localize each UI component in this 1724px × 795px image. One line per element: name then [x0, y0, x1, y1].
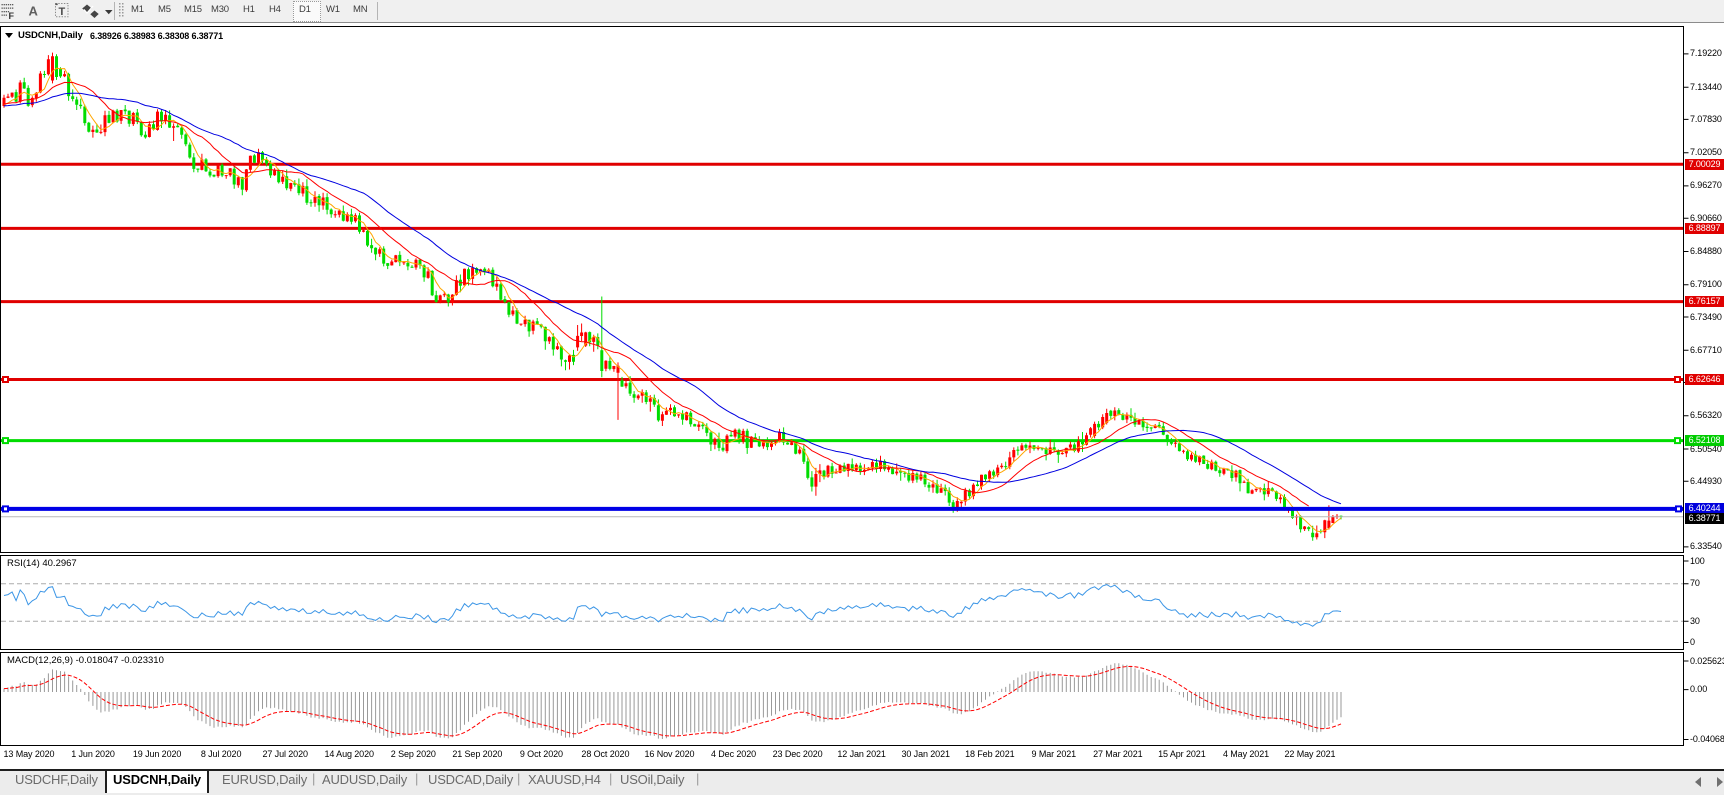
svg-text:F: F [9, 11, 15, 21]
svg-text:T: T [59, 6, 66, 18]
svg-text:A: A [29, 4, 39, 19]
